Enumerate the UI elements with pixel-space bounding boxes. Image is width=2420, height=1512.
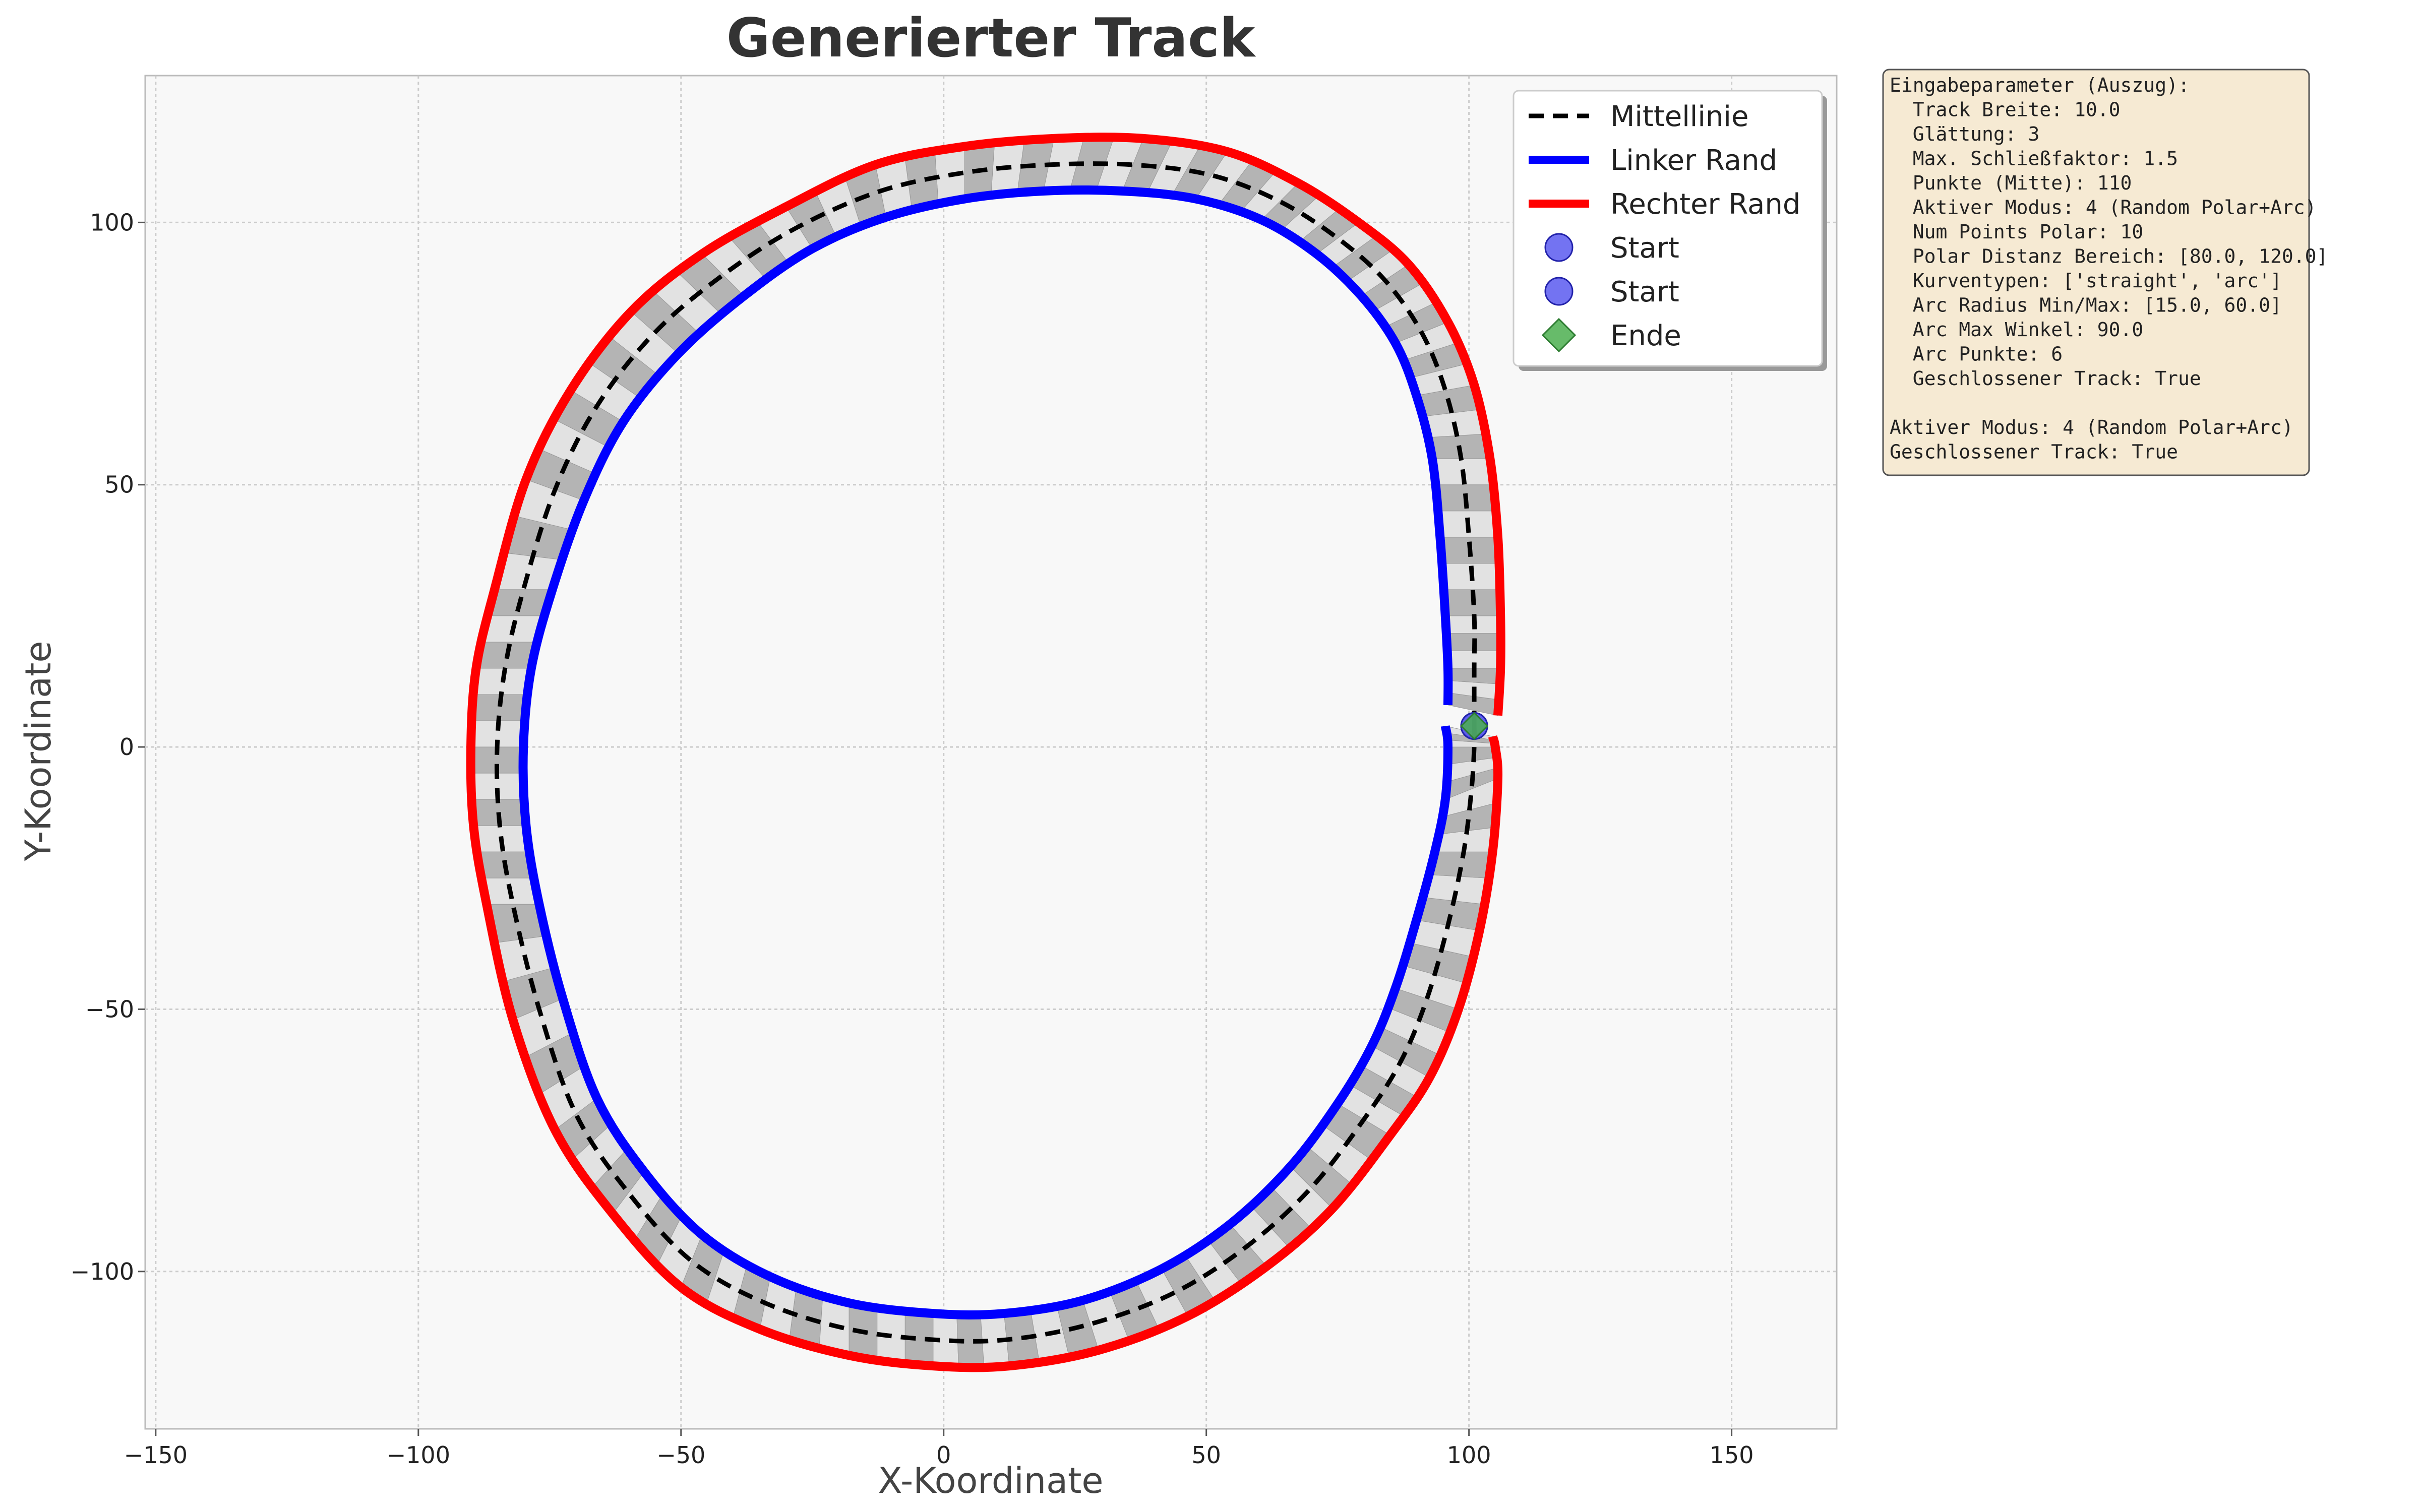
y-axis-label: Y-Koordinate	[18, 641, 59, 862]
info-box-line: Geschlossener Track: True	[1890, 367, 2201, 390]
x-tick-label: −100	[387, 1441, 450, 1469]
legend-box	[1512, 90, 1823, 367]
legend-label: Mittellinie	[1610, 100, 1748, 133]
info-box-line: Arc Punkte: 6	[1890, 343, 2063, 365]
chart-title: Generierter Track	[727, 7, 1256, 69]
legend-label: Rechter Rand	[1610, 188, 1800, 221]
info-box-line: Max. Schließfaktor: 1.5	[1890, 148, 2178, 170]
parameter-info-box: Eingabeparameter (Auszug): Track Breite:…	[1882, 69, 2328, 476]
y-tick-label: −100	[71, 1258, 134, 1285]
series-line-rechter-rand	[466, 133, 1505, 1372]
info-box-line: Kurventypen: ['straight', 'arc']	[1890, 270, 2282, 292]
legend-swatch-start	[1544, 233, 1574, 262]
series-line-linker-rand	[518, 185, 1453, 1319]
info-box-line: Arc Radius Min/Max: [15.0, 60.0]	[1890, 294, 2282, 317]
x-tick-label: 50	[1191, 1441, 1221, 1469]
y-tick-label: −50	[85, 995, 134, 1023]
info-box-line: Geschlossener Track: True	[1890, 441, 2178, 463]
series-layer	[466, 133, 1505, 1372]
legend-swatch-ende	[1541, 318, 1577, 353]
legend-label: Ende	[1610, 320, 1681, 352]
info-box-line: Num Points Polar: 10	[1890, 221, 2143, 243]
series-line-mittellinie	[494, 161, 1477, 1344]
info-box-line: Arc Max Winkel: 90.0	[1890, 319, 2143, 341]
axis-ticks: −150 −100 −50 0 50 100 150 −100 −50 0 50 100	[71, 209, 1754, 1469]
legend: Mittellinie Linker Rand Rechter Rand Start S…	[1512, 90, 1827, 371]
end-marker	[1460, 712, 1489, 740]
info-box-background	[1882, 69, 2310, 476]
legend-label: Linker Rand	[1610, 144, 1777, 177]
info-box-line: Eingabeparameter (Auszug):	[1890, 74, 2190, 96]
info-box-line: Polar Distanz Bereich: [80.0, 120.0]	[1890, 245, 2328, 268]
legend-swatch-start	[1544, 277, 1574, 306]
legend-label: Start	[1610, 232, 1679, 265]
x-tick-label: 100	[1447, 1441, 1491, 1469]
y-tick-label: 50	[104, 471, 134, 498]
x-tick-label: −50	[656, 1441, 705, 1469]
legend-label: Start	[1610, 276, 1679, 308]
y-tick-label: 100	[90, 209, 134, 236]
x-tick-label: −150	[124, 1441, 188, 1469]
x-axis-label: X-Koordinate	[878, 1460, 1103, 1501]
info-box-line: Track Breite: 10.0	[1890, 99, 2121, 121]
marker-layer	[1460, 712, 1489, 740]
info-box-line: Glättung: 3	[1890, 123, 2039, 145]
x-tick-label: 0	[936, 1441, 951, 1469]
info-box-line: Aktiver Modus: 4 (Random Polar+Arc)	[1890, 416, 2293, 438]
y-tick-label: 0	[119, 733, 134, 761]
info-box-line: Aktiver Modus: 4 (Random Polar+Arc)	[1890, 197, 2316, 219]
x-tick-label: 150	[1710, 1441, 1754, 1469]
info-box-line: Punkte (Mitte): 110	[1890, 172, 2132, 194]
